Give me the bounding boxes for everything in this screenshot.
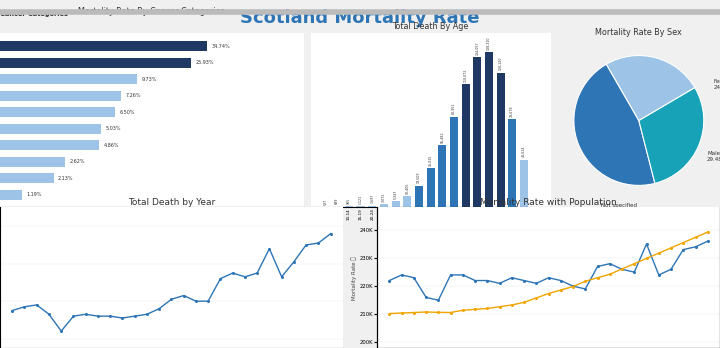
Bar (0, 41, 207, 51)
Text: 1,121: 1,121 (359, 195, 363, 204)
Bar (0, 107, 115, 117)
Y-axis label: Mortality Rate ⤒: Mortality Rate ⤒ (351, 256, 356, 300)
Text: 7.26%: 7.26% (125, 93, 141, 98)
Wedge shape (639, 88, 703, 183)
Text: 2.13%: 2.13% (58, 176, 73, 181)
Bar (345, 206, 353, 207)
Text: 4.86%: 4.86% (104, 143, 119, 148)
Wedge shape (574, 64, 655, 185)
Bar (380, 204, 388, 207)
Text: 699: 699 (336, 198, 339, 204)
Bar (0, 140, 99, 150)
Text: 2.62%: 2.62% (69, 159, 85, 164)
Text: 6.50%: 6.50% (120, 110, 135, 115)
Bar (462, 84, 469, 207)
Title: Total Death By Age: Total Death By Age (392, 22, 469, 31)
Text: Female
24.87%: Female 24.87% (714, 79, 720, 90)
Bar (0, 190, 22, 199)
Bar (426, 168, 435, 207)
Title: Mortality Rate with Population: Mortality Rate with Population (480, 198, 617, 207)
Text: 5.03%: 5.03% (105, 126, 121, 131)
Bar (0, 58, 192, 68)
Text: 34.74%: 34.74% (212, 44, 230, 49)
Text: Male
29.48%: Male 29.48% (707, 151, 720, 161)
Title: Mortality Rate By Cancer Categories: Mortality Rate By Cancer Categories (78, 7, 225, 16)
Text: 1,697: 1,697 (370, 194, 374, 203)
Bar (0, 157, 66, 167)
Text: 9.73%: 9.73% (142, 77, 157, 82)
Title: Mortality Rate By Sex: Mortality Rate By Sex (595, 28, 682, 37)
Wedge shape (606, 56, 695, 120)
Text: 134,057: 134,057 (475, 41, 480, 55)
Bar (403, 196, 411, 207)
Text: 42,614: 42,614 (522, 146, 526, 157)
Bar (508, 119, 516, 207)
Bar (0, 173, 54, 183)
Text: 5,347: 5,347 (394, 190, 397, 199)
Bar (356, 206, 364, 207)
Text: 1.19%: 1.19% (26, 192, 42, 197)
Text: 35,015: 35,015 (428, 155, 433, 166)
Bar (0, 74, 138, 84)
Text: 537: 537 (323, 198, 328, 205)
Bar (520, 160, 528, 207)
Bar (473, 57, 482, 207)
X-axis label: % Mortality Rate(Logarithmic): % Mortality Rate(Logarithmic) (104, 222, 199, 227)
Text: 110,072: 110,072 (464, 68, 467, 82)
Text: 19,509: 19,509 (417, 172, 421, 183)
Text: 25.93%: 25.93% (195, 60, 214, 65)
Bar (450, 117, 458, 207)
Text: 3,072: 3,072 (382, 192, 386, 202)
Text: 55,482: 55,482 (440, 131, 444, 143)
Bar (485, 52, 493, 207)
Title: Total Death by Year: Total Death by Year (128, 198, 215, 207)
Text: 80,951: 80,951 (452, 103, 456, 114)
Bar (438, 145, 446, 207)
Text: 120,120: 120,120 (498, 57, 503, 70)
Bar (368, 206, 377, 207)
Bar (392, 201, 400, 207)
Text: Scotland Mortality Rate: Scotland Mortality Rate (240, 9, 480, 27)
Text: 965: 965 (347, 198, 351, 204)
Text: 138,310: 138,310 (487, 37, 491, 50)
Text: Cancer Categories: Cancer Categories (0, 11, 68, 17)
Text: Not specified
45.66%: Not specified 45.66% (601, 203, 637, 214)
Text: 10,405: 10,405 (405, 182, 409, 193)
Bar (0, 124, 101, 134)
Text: 78,678: 78,678 (510, 105, 514, 117)
Bar (0, 91, 121, 101)
Bar (415, 185, 423, 207)
Bar (497, 73, 505, 207)
